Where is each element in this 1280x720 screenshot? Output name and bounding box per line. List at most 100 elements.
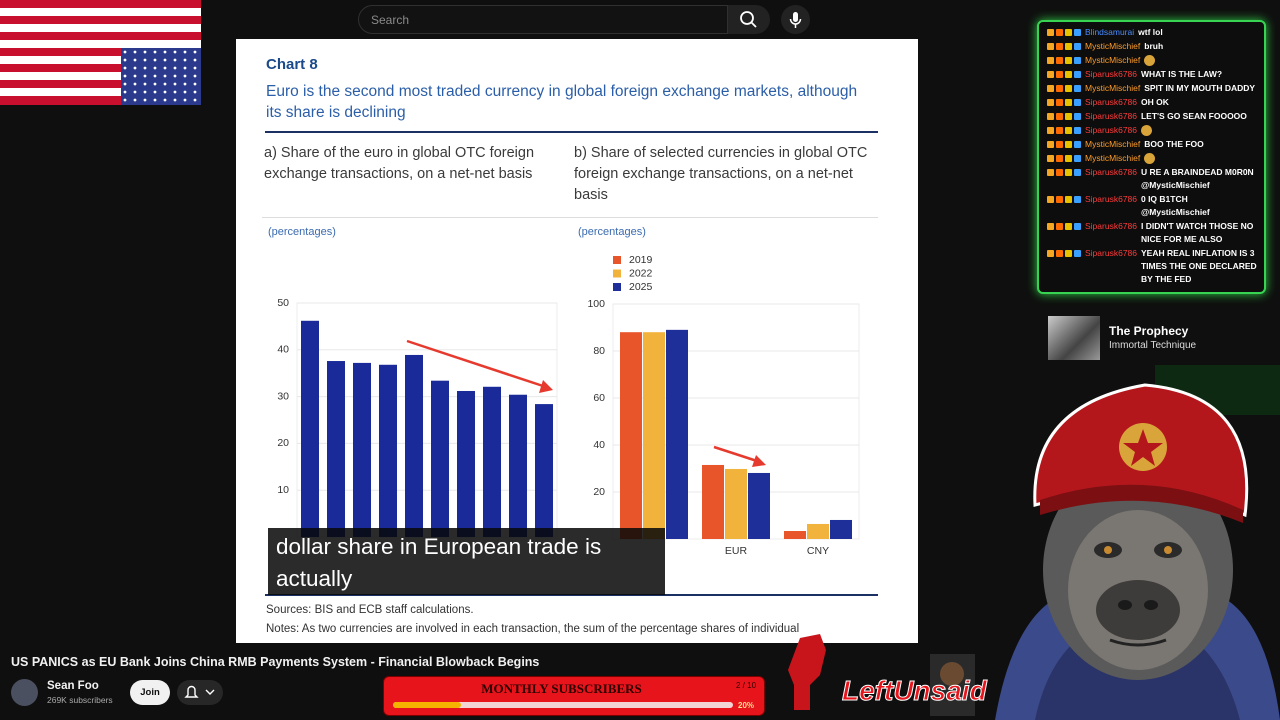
- y-tick-label: 20: [277, 437, 289, 449]
- chat-text: YEAH REAL INFLATION IS 3 TIMES THE ONE D…: [1140, 248, 1257, 284]
- badge: [1065, 57, 1072, 64]
- badge: [1065, 29, 1072, 36]
- x-tick-label: EUR: [725, 545, 748, 557]
- badge: [1074, 29, 1081, 36]
- chat-badges: [1047, 40, 1081, 53]
- chat-text: SPIT IN MY MOUTH DADDY: [1144, 83, 1256, 93]
- chat-text: WHAT IS THE LAW?: [1140, 69, 1223, 79]
- badge: [1065, 223, 1072, 230]
- bar: [807, 523, 829, 539]
- chat-username: Siparusk6786: [1085, 167, 1137, 177]
- x-tick-label: CNY: [807, 545, 829, 557]
- bar: [643, 332, 665, 539]
- chat-username: Siparusk6786: [1085, 97, 1137, 107]
- badge: [1047, 127, 1054, 134]
- goal-label: MONTHLY SUBSCRIBERS: [481, 681, 642, 696]
- bar: [301, 320, 319, 537]
- y-tick-label: 80: [593, 345, 605, 357]
- logo-text: LeftUnsaid: [842, 675, 988, 706]
- bar: [784, 531, 806, 539]
- goal-percent: 20%: [738, 701, 755, 710]
- badge: [1065, 43, 1072, 50]
- legend-label: 2025: [629, 281, 653, 293]
- badge: [1047, 169, 1054, 176]
- channel-name[interactable]: Sean Foo: [47, 680, 99, 692]
- search-box[interactable]: Search: [358, 5, 728, 34]
- badge: [1065, 196, 1072, 203]
- chat-message: Blindsamurai wtf lol: [1047, 26, 1264, 39]
- y-tick-label: 10: [277, 484, 289, 496]
- chat-message: Siparusk6786 OH OK: [1047, 96, 1264, 109]
- badge: [1047, 223, 1054, 230]
- badge: [1074, 141, 1081, 148]
- badge: [1074, 71, 1081, 78]
- badge: [1065, 250, 1072, 257]
- badge: [1056, 29, 1063, 36]
- legend-swatch: [613, 256, 621, 264]
- badge: [1047, 196, 1054, 203]
- bar: [483, 386, 501, 537]
- rule: [265, 594, 878, 596]
- chat-message: Siparusk6786 I DIDN'T WATCH THOSE NO NICE…: [1047, 220, 1264, 246]
- chat-username: Siparusk6786: [1085, 248, 1137, 258]
- notify-button[interactable]: [177, 680, 223, 705]
- y-tick-label: 100: [587, 298, 605, 310]
- badge: [1065, 141, 1072, 148]
- chat-badges: [1047, 68, 1081, 81]
- badge: [1065, 99, 1072, 106]
- badge: [1074, 57, 1081, 64]
- badge: [1065, 127, 1072, 134]
- join-button[interactable]: Join: [130, 680, 170, 705]
- badge: [1074, 250, 1081, 257]
- chat-text: LET'S GO SEAN FOOOOO: [1140, 111, 1247, 121]
- badge: [1056, 43, 1063, 50]
- chat-message: MysticMischief BOO THE FOO: [1047, 138, 1264, 151]
- chat-badges: [1047, 96, 1081, 109]
- chat-message: MysticMischief: [1047, 152, 1264, 165]
- badge: [1056, 71, 1063, 78]
- mic-button[interactable]: [781, 5, 810, 34]
- bar: [830, 519, 852, 539]
- chat-badges: [1047, 152, 1081, 165]
- badge: [1065, 113, 1072, 120]
- subscriber-goal: MONTHLY SUBSCRIBERS 2 / 10 20%: [383, 676, 765, 716]
- chat-username: MysticMischief: [1085, 41, 1141, 51]
- chat-username: Siparusk6786: [1085, 111, 1137, 121]
- bar: [327, 361, 345, 537]
- chat-text: I DIDN'T WATCH THOSE NO NICE FOR ME ALSO: [1140, 221, 1254, 244]
- goal-fill: [393, 702, 461, 708]
- rule: [262, 217, 878, 218]
- panel-title: b) Share of selected currencies in globa…: [574, 145, 868, 203]
- y-tick-label: 40: [277, 344, 289, 356]
- channel-avatar[interactable]: [11, 679, 38, 706]
- badge: [1056, 223, 1063, 230]
- chat-badges: [1047, 124, 1081, 137]
- chat-username: Siparusk6786: [1085, 194, 1137, 204]
- badge: [1047, 85, 1054, 92]
- chart-title: Euro is the second most traded currency …: [266, 83, 858, 121]
- track-artist: Immortal Technique: [1109, 340, 1197, 351]
- bar: [725, 468, 747, 539]
- chat-badges: [1047, 138, 1081, 151]
- chat-text: OH OK: [1140, 97, 1169, 107]
- bar: [379, 364, 397, 537]
- bell-icon: [184, 685, 215, 698]
- search-button[interactable]: [728, 5, 770, 34]
- chat-username: Siparusk6786: [1085, 69, 1137, 79]
- badge: [1047, 29, 1054, 36]
- badge: [1047, 57, 1054, 64]
- bar: [666, 329, 688, 539]
- chat-message: Siparusk6786 WHAT IS THE LAW?: [1047, 68, 1264, 81]
- search-icon: [740, 11, 757, 28]
- chat-badges: [1047, 193, 1081, 219]
- badge: [1074, 196, 1081, 203]
- bar: [457, 390, 475, 537]
- badge: [1074, 43, 1081, 50]
- chat-panel[interactable]: Blindsamurai wtf lol MysticMischief bruh Mys…: [1037, 20, 1266, 294]
- badge: [1047, 155, 1054, 162]
- chat-username: MysticMischief: [1085, 153, 1141, 163]
- badge: [1065, 169, 1072, 176]
- badge: [1047, 250, 1054, 257]
- y-tick-label: 20: [593, 486, 605, 498]
